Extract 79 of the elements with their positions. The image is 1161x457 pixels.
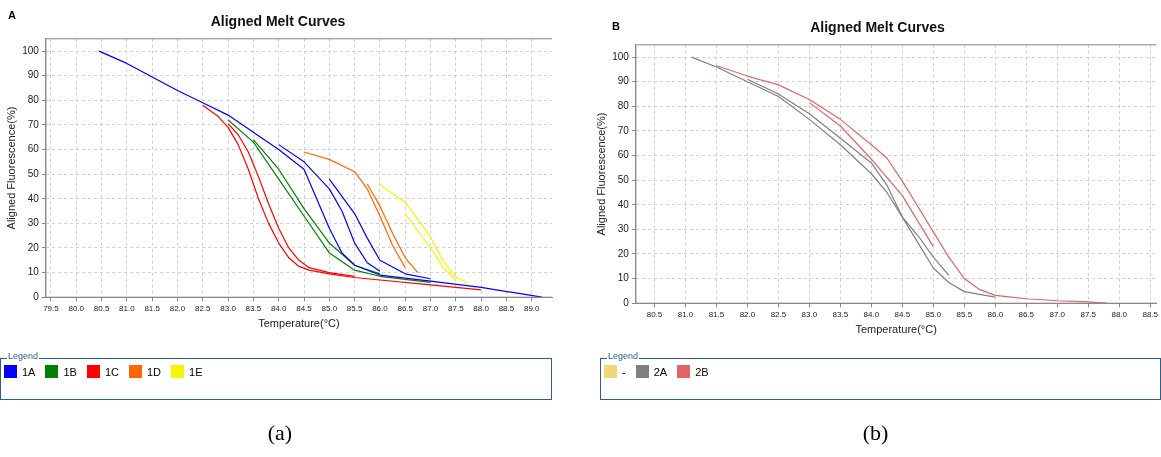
x-tick-label: 83.0: [801, 310, 818, 320]
x-tick-label: 87.5: [448, 304, 465, 314]
legend-label: 1D: [147, 365, 162, 378]
legend-label: 2B: [695, 365, 709, 378]
y-tick-label: 60: [27, 143, 40, 155]
chart-title: Aligned Melt Curves: [810, 19, 945, 36]
legend-label: 1E: [189, 365, 203, 378]
text: (b): [861, 420, 890, 446]
legend-label: 1C: [104, 365, 119, 378]
y-tick-label: 10: [27, 266, 40, 278]
x-tick-label: 85.0: [321, 304, 338, 314]
y-tick-label: 30: [617, 223, 630, 235]
x-tick-label: 82.5: [194, 304, 212, 314]
x-tick-label: 82.5: [770, 310, 787, 320]
y-tick-label: 20: [27, 241, 40, 253]
x-tick-label: 88.5: [1142, 310, 1159, 320]
text: B: [612, 20, 620, 32]
y-axis-title: Aligned Fluorescence(%): [4, 106, 17, 230]
y-tick-label: 50: [27, 167, 40, 179]
y-tick-label: 70: [27, 118, 40, 130]
y-tick-label: 30: [27, 217, 40, 229]
x-tick-label: 83.5: [245, 304, 262, 314]
y-tick-label: 40: [27, 192, 40, 204]
x-tick-label: 81.0: [677, 310, 694, 320]
legend-label: 1A: [22, 365, 36, 378]
x-tick-label: 86.0: [987, 310, 1004, 320]
y-tick-label: 100: [22, 44, 40, 56]
x-tick-label: 84.5: [894, 310, 911, 320]
y-tick-label: 80: [617, 100, 630, 112]
x-tick-label: 84.5: [296, 304, 313, 314]
y-tick-label: 90: [617, 75, 630, 87]
x-tick-label: 86.5: [1018, 310, 1035, 320]
x-tick-label: 81.5: [708, 310, 725, 320]
x-tick-label: 88.5: [498, 304, 515, 314]
legend-title: Legend: [7, 351, 40, 361]
x-tick-label: 81.5: [144, 304, 161, 314]
x-tick-label: 84.0: [863, 310, 880, 320]
y-tick-label: 40: [617, 198, 630, 210]
y-tick-label: 50: [617, 173, 630, 185]
x-tick-label: 87.5: [1080, 310, 1097, 320]
x-tick-label: 88.0: [473, 304, 490, 314]
y-axis-title: Aligned Fluorescence(%): [594, 112, 607, 236]
x-tick-label: 85.5: [956, 310, 973, 320]
y-tick-label: 70: [617, 124, 630, 136]
y-tick-label: 80: [27, 94, 40, 106]
y-tick-label: 10: [617, 272, 630, 284]
x-axis-title: Temperature(°C): [258, 317, 340, 330]
y-tick-label: 60: [617, 149, 630, 161]
legend-label: 1B: [63, 365, 77, 378]
x-tick-label: 86.5: [397, 304, 414, 314]
x-tick-label: 88.0: [1111, 310, 1128, 320]
x-tick-label: 81.0: [119, 304, 136, 314]
y-tick-label: 100: [612, 50, 630, 62]
x-tick-label: 82.0: [169, 304, 186, 314]
text: (a): [266, 420, 294, 446]
chart-title: Aligned Melt Curves: [210, 13, 346, 30]
x-tick-label: 82.0: [739, 310, 756, 320]
x-tick-label: 80.0: [68, 304, 85, 314]
x-tick-label: 83.0: [220, 304, 237, 314]
x-tick-label: 85.0: [925, 310, 942, 320]
x-tick-label: 89.0: [523, 304, 541, 314]
legend-label: -: [622, 365, 626, 378]
x-tick-label: 84.0: [270, 304, 288, 314]
y-tick-label: 20: [617, 247, 630, 259]
x-tick-label: 85.5: [346, 304, 363, 314]
y-tick-label: 0: [623, 296, 630, 308]
y-tick-label: 90: [27, 69, 40, 81]
x-tick-label: 83.5: [832, 310, 849, 320]
x-tick-label: 79.5: [43, 304, 60, 314]
x-tick-label: 80.5: [93, 304, 110, 314]
x-tick-label: 87.0: [1049, 310, 1066, 320]
x-tick-label: 86.0: [372, 304, 389, 314]
x-tick-label: 80.5: [646, 310, 663, 320]
x-axis-title: Temperature(°C): [855, 323, 937, 336]
y-tick-label: 0: [33, 290, 40, 302]
text: A: [8, 9, 16, 21]
x-tick-label: 87.0: [422, 304, 439, 314]
legend-title: Legend: [607, 351, 640, 361]
legend-label: 2A: [653, 365, 668, 378]
